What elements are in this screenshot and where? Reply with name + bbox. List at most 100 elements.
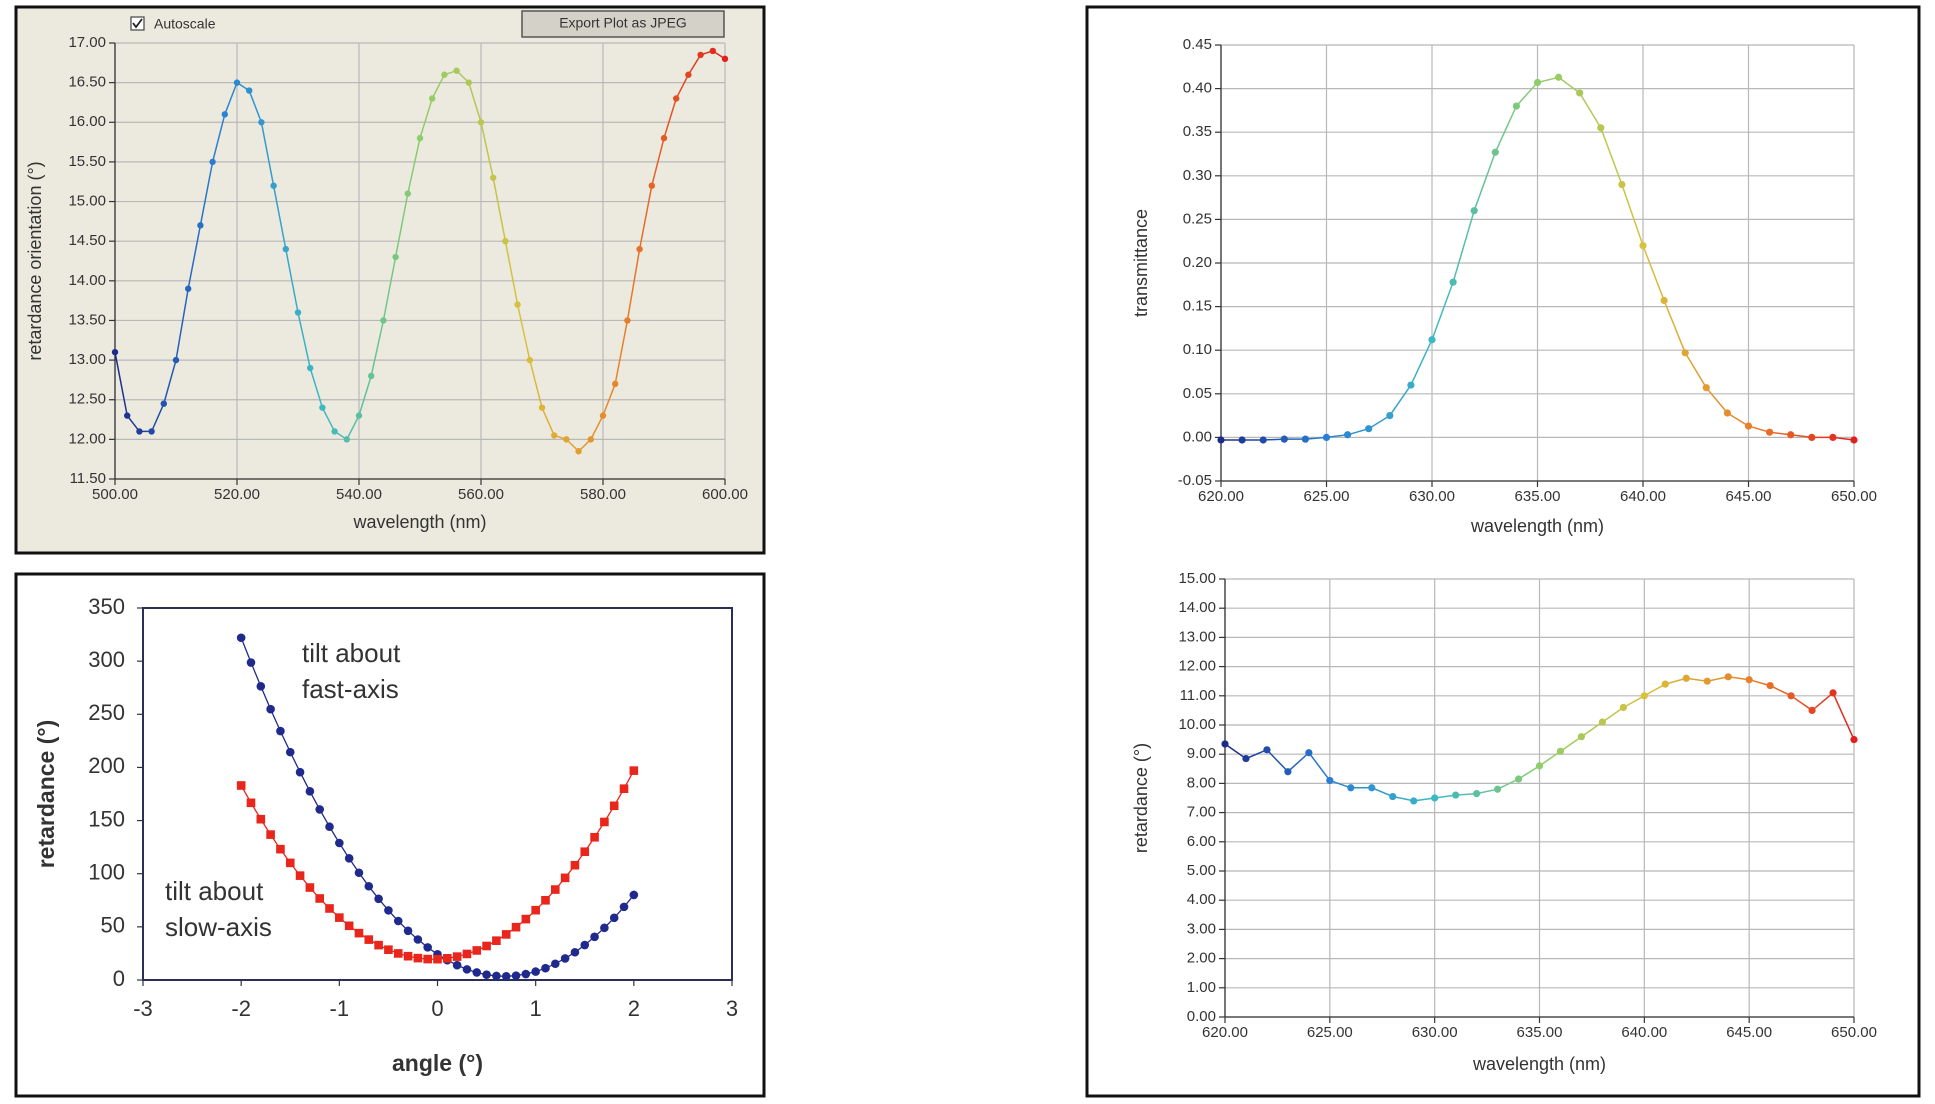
data-point	[393, 916, 403, 926]
y-tick-label: 0.35	[1183, 123, 1212, 140]
x-tick-label: 645.00	[1726, 1024, 1772, 1041]
data-point	[1787, 692, 1795, 700]
data-point	[1238, 436, 1246, 444]
x-tick-label: 520.00	[214, 486, 260, 503]
data-point	[403, 951, 413, 961]
x-axis-label: wavelength (nm)	[1472, 1054, 1606, 1074]
data-point	[305, 787, 315, 796]
annotation: tilt about	[165, 876, 264, 906]
data-point	[1242, 754, 1250, 763]
export-button[interactable]	[521, 10, 725, 38]
x-tick-label: 2	[628, 996, 640, 1021]
data-point	[221, 111, 228, 118]
data-point	[1681, 349, 1689, 357]
data-point	[1618, 180, 1626, 189]
annotation: slow-axis	[165, 912, 272, 942]
y-tick-label: -0.05	[1178, 472, 1212, 489]
data-point	[648, 182, 655, 189]
data-point	[325, 822, 334, 832]
data-point	[384, 906, 393, 915]
data-point	[1724, 673, 1732, 681]
x-axis-label: wavelength (nm)	[352, 512, 486, 532]
data-point	[282, 245, 289, 253]
y-tick-label: 15.50	[68, 153, 106, 170]
data-point	[355, 412, 363, 419]
data-point	[590, 832, 599, 842]
data-point	[423, 943, 432, 952]
data-point	[501, 971, 511, 981]
data-point	[1682, 674, 1690, 682]
data-point	[1829, 689, 1837, 697]
data-point	[612, 380, 619, 388]
y-tick-label: 200	[88, 753, 125, 778]
x-tick-label: 625.00	[1307, 1024, 1353, 1041]
data-point	[1470, 207, 1478, 215]
data-point	[511, 922, 521, 932]
data-point	[294, 309, 302, 316]
data-point	[514, 301, 521, 308]
data-point	[233, 79, 241, 86]
button-label: Export Plot as JPEG	[559, 15, 687, 31]
plot-frame	[142, 607, 733, 981]
data-point	[609, 801, 619, 811]
data-point	[1703, 677, 1711, 685]
data-point	[111, 348, 119, 356]
data-point	[1491, 148, 1499, 156]
x-tick-label: -3	[133, 996, 153, 1021]
data-point	[521, 914, 531, 924]
panel-frame	[14, 5, 766, 555]
y-tick-label: 13.50	[68, 311, 106, 328]
data-point	[1744, 422, 1753, 430]
data-point	[266, 704, 275, 714]
x-tick-label: 620.00	[1198, 488, 1244, 505]
y-tick-label: 0.40	[1183, 80, 1212, 97]
data-point	[1368, 784, 1376, 792]
data-point	[492, 936, 501, 945]
y-tick-label: 4.00	[1187, 891, 1216, 908]
data-point	[1386, 412, 1394, 420]
data-point	[1512, 102, 1520, 110]
data-point	[160, 400, 167, 407]
y-tick-label: 12.00	[1178, 658, 1216, 675]
data-point	[619, 784, 629, 793]
data-point	[636, 245, 643, 253]
data-point	[1808, 433, 1816, 441]
x-tick-label: 640.00	[1620, 488, 1666, 505]
data-point	[482, 941, 491, 951]
y-tick-label: 0	[113, 966, 125, 991]
data-point	[1344, 431, 1352, 439]
data-point	[236, 633, 246, 643]
data-point	[660, 134, 668, 142]
x-tick-label: 1	[530, 996, 542, 1021]
data-point	[721, 55, 729, 63]
y-tick-label: 11.50	[70, 470, 106, 487]
data-point	[575, 448, 582, 455]
data-point	[551, 959, 560, 969]
x-tick-label: 635.00	[1515, 488, 1561, 505]
data-point	[1473, 790, 1481, 798]
data-point	[501, 930, 511, 939]
x-tick-label: -1	[330, 996, 350, 1021]
data-point	[276, 844, 285, 854]
data-point	[1829, 433, 1837, 441]
data-point	[1745, 676, 1753, 684]
data-point	[1365, 425, 1373, 433]
data-point	[1808, 706, 1816, 715]
data-point	[629, 766, 639, 775]
data-point	[709, 47, 716, 55]
data-point	[624, 317, 631, 324]
data-point	[590, 932, 599, 942]
data-point	[246, 87, 253, 94]
data-point	[1850, 436, 1858, 444]
x-tick-label: -2	[231, 996, 251, 1021]
data-point	[354, 868, 364, 878]
x-tick-label: 635.00	[1517, 1024, 1563, 1041]
data-point	[570, 947, 580, 957]
y-tick-label: 10.00	[1178, 716, 1216, 733]
data-point	[368, 372, 375, 380]
data-point	[335, 913, 344, 922]
y-tick-label: 0.20	[1183, 254, 1212, 271]
data-point	[453, 67, 460, 74]
data-point	[1280, 435, 1288, 443]
